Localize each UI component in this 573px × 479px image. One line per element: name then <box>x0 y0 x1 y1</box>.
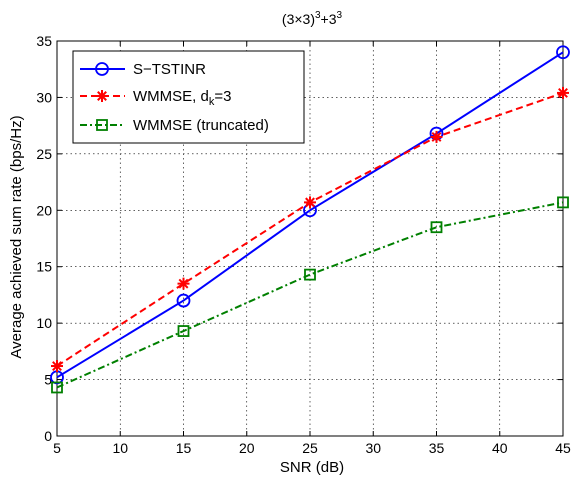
y-tick-label: 15 <box>36 259 52 275</box>
legend-marker <box>95 62 109 76</box>
series-layer <box>50 45 570 394</box>
legend-item: WMMSE (truncated) <box>80 117 269 134</box>
y-tick-label: 30 <box>36 89 52 105</box>
data-point <box>557 196 569 209</box>
series-3 <box>51 196 569 394</box>
x-tick-label: 40 <box>492 440 508 456</box>
data-point <box>430 130 443 143</box>
data-point <box>304 268 316 281</box>
x-tick-label: 10 <box>112 440 128 456</box>
legend-label: WMMSE, dk=3 <box>133 88 231 108</box>
x-axis-label: SNR (dB) <box>280 459 344 476</box>
legend-marker <box>96 90 108 102</box>
data-point <box>304 196 316 209</box>
x-tick-label: 15 <box>176 440 192 456</box>
y-tick-label: 0 <box>44 428 52 444</box>
legend-item: S−TSTINR <box>80 61 206 78</box>
x-tick-label: 5 <box>53 440 61 456</box>
y-tick-label: 25 <box>36 146 52 162</box>
series-line <box>56 51 564 379</box>
series-line <box>56 201 564 389</box>
x-tick-label: 25 <box>302 440 318 456</box>
legend: S−TSTINR WMMSE, dk=3 WMMSE (truncated) <box>72 50 305 144</box>
legend-marker <box>96 119 108 131</box>
data-point <box>177 325 190 337</box>
legend-item: WMMSE, dk=3 <box>80 88 231 108</box>
data-point <box>430 221 443 234</box>
data-point <box>177 277 190 290</box>
y-tick-label: 10 <box>36 315 52 331</box>
chart-title: (3×3)3+33 <box>282 10 343 27</box>
data-point <box>557 86 569 99</box>
axes <box>56 40 564 437</box>
x-tick-label: 20 <box>239 440 255 456</box>
x-tick-label: 45 <box>555 440 571 456</box>
data-point <box>176 293 191 308</box>
x-tick-label: 30 <box>365 440 381 456</box>
legend-box <box>72 50 305 144</box>
y-tick-label: 35 <box>36 33 52 49</box>
y-tick-label: 20 <box>36 202 52 218</box>
y-tick-label: 5 <box>44 372 52 388</box>
y-axis-label: Average achieved sum rate (bps/Hz) <box>8 115 25 358</box>
series-2 <box>51 86 569 373</box>
x-tick-label: 35 <box>429 440 445 456</box>
data-point <box>556 45 570 60</box>
data-point <box>51 360 63 373</box>
legend-label: WMMSE (truncated) <box>133 117 269 134</box>
data-point <box>51 381 63 394</box>
legend-label: S−TSTINR <box>133 61 206 78</box>
grid-lines <box>57 41 563 436</box>
